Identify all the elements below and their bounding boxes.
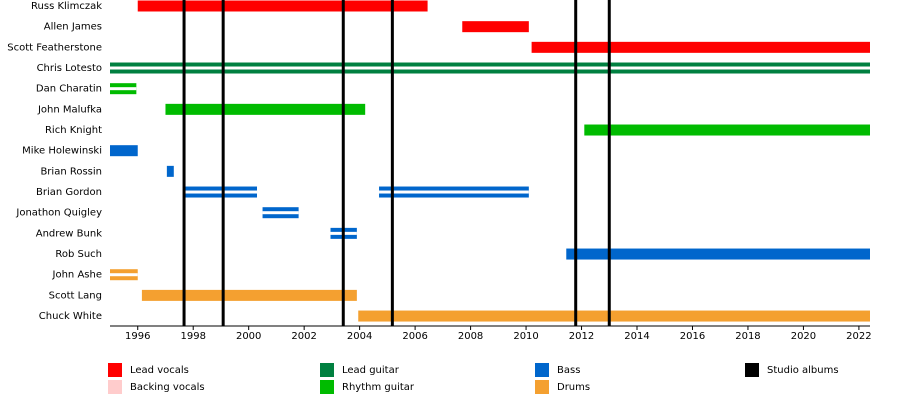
x-tick-label: 2016 [680,331,705,342]
row-label: John Malufka [37,104,102,115]
row-label: Scott Lang [49,290,102,301]
x-tick-label: 2012 [569,331,594,342]
row-label: Mike Holewinski [22,146,102,157]
x-tick-label: 2002 [291,331,316,342]
x-tick-label: 1998 [180,331,205,342]
row-label: Rich Knight [45,125,102,136]
x-tick-label: 2004 [347,331,372,342]
x-tick-label: 2022 [846,331,871,342]
legend-label: Backing vocals [130,382,205,393]
row-label: Chuck White [39,311,102,322]
member-bar [566,248,870,260]
row-label: John Ashe [52,270,102,281]
x-tick-label: 1996 [125,331,150,342]
member-bar [531,41,870,53]
member-bar-stripe [110,273,138,277]
legend-swatch [320,363,334,377]
legend-label: Studio albums [767,365,839,376]
x-tick-label: 2020 [791,331,816,342]
member-bar [584,124,870,136]
legend-swatch [745,363,759,377]
legend-swatch [108,363,122,377]
member-bar [141,289,357,301]
row-label: Allen James [44,22,102,33]
legend-label: Lead vocals [130,365,189,376]
row-label: Dan Charatin [36,84,102,95]
x-tick-label: 2014 [624,331,649,342]
member-bar [165,103,366,115]
x-tick-label: 2008 [458,331,483,342]
member-bar [358,310,870,322]
legend-swatch [108,380,122,394]
legend-label: Rhythm guitar [342,382,415,393]
legend-label: Lead guitar [342,365,400,376]
row-label: Jonathon Quigley [15,208,102,219]
x-tick-label: 2018 [735,331,760,342]
member-bar [110,145,138,157]
member-bar-stripe [110,87,137,91]
row-label: Scott Featherstone [7,42,102,53]
member-bar-stripe [110,66,870,70]
row-label: Andrew Bunk [36,228,102,239]
member-bar [462,21,529,33]
member-bar-stripe [184,190,258,194]
row-label: Rob Such [55,249,102,260]
member-bar-stripe [262,211,299,215]
legend-swatch [535,380,549,394]
legend-swatch [535,363,549,377]
legend-label: Bass [557,365,580,376]
member-bar [166,165,174,177]
row-label: Chris Lotesto [37,63,102,74]
x-tick-label: 2010 [513,331,538,342]
member-bar [137,0,428,12]
legend-label: Drums [557,382,590,393]
member-bar-stripe [379,190,529,194]
legend-swatch [320,380,334,394]
row-label: Russ Klimczak [31,1,102,12]
row-label: Brian Rossin [40,166,102,177]
row-label: Brian Gordon [36,187,102,198]
x-tick-label: 2006 [402,331,427,342]
x-tick-label: 2000 [236,331,261,342]
